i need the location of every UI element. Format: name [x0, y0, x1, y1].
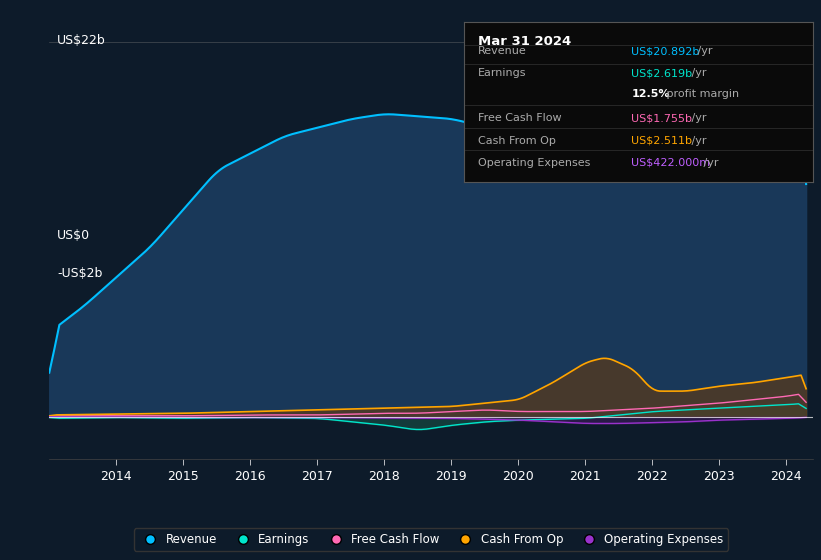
Text: -US$2b: -US$2b — [57, 267, 103, 280]
Text: /yr: /yr — [688, 113, 706, 123]
Text: US$2.619b: US$2.619b — [631, 68, 692, 78]
Text: /yr: /yr — [688, 136, 706, 146]
Legend: Revenue, Earnings, Free Cash Flow, Cash From Op, Operating Expenses: Revenue, Earnings, Free Cash Flow, Cash … — [134, 528, 728, 550]
Text: US$422.000m: US$422.000m — [631, 158, 710, 168]
Text: US$0: US$0 — [57, 229, 90, 242]
Text: Operating Expenses: Operating Expenses — [478, 158, 590, 168]
Text: US$22b: US$22b — [57, 35, 106, 48]
Text: profit margin: profit margin — [663, 89, 739, 99]
Text: US$2.511b: US$2.511b — [631, 136, 692, 146]
Text: Mar 31 2024: Mar 31 2024 — [478, 35, 571, 48]
Text: /yr: /yr — [700, 158, 719, 168]
Text: Cash From Op: Cash From Op — [478, 136, 556, 146]
Text: US$1.755b: US$1.755b — [631, 113, 692, 123]
Text: 12.5%: 12.5% — [631, 89, 670, 99]
Text: /yr: /yr — [688, 68, 706, 78]
Text: Earnings: Earnings — [478, 68, 526, 78]
Text: /yr: /yr — [695, 46, 713, 56]
Text: Free Cash Flow: Free Cash Flow — [478, 113, 562, 123]
Text: Revenue: Revenue — [478, 46, 526, 56]
Text: US$20.892b: US$20.892b — [631, 46, 699, 56]
